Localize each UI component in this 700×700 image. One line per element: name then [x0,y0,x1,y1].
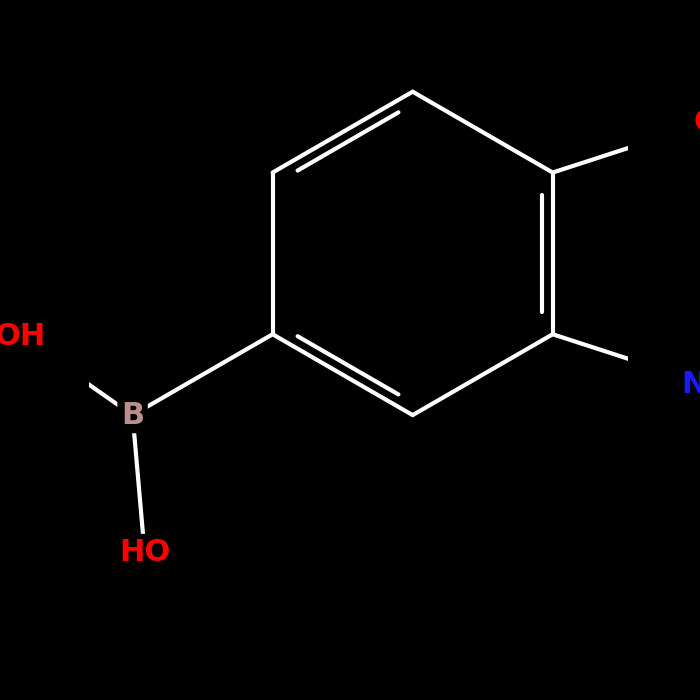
Text: NH: NH [681,370,700,399]
Text: B: B [121,400,144,430]
Text: O: O [694,108,700,137]
Text: OH: OH [0,322,46,351]
Text: HO: HO [119,538,170,566]
